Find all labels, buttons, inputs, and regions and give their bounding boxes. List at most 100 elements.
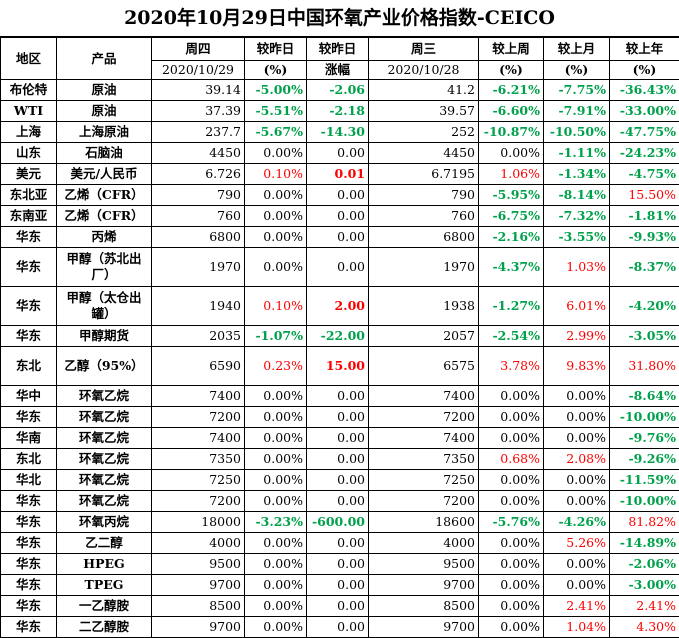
cell-wed-price: 1970: [369, 248, 479, 287]
col-header-month: 较上月: [544, 38, 610, 61]
cell-chg-amt: 0.00: [307, 206, 369, 227]
cell-year-chg: -4.75%: [610, 164, 679, 185]
cell-week-chg: 0.00%: [479, 491, 544, 512]
cell-chg-pct: -3.23%: [245, 512, 307, 533]
cell-chg-amt: 0.00: [307, 554, 369, 575]
cell-product: 石脑油: [57, 143, 152, 164]
col-header-thu: 周四: [152, 38, 245, 61]
cell-wed-price: 9700: [369, 575, 479, 596]
cell-chg-pct: 0.10%: [245, 287, 307, 326]
cell-region: 华东: [1, 248, 57, 287]
cell-wed-price: 4450: [369, 143, 479, 164]
cell-month-chg: 0.00%: [544, 575, 610, 596]
cell-region: 华北: [1, 470, 57, 491]
cell-thu-price: 37.39: [152, 101, 245, 122]
cell-chg-amt: 0.00: [307, 617, 369, 638]
cell-region: 东南亚: [1, 206, 57, 227]
cell-month-chg: 2.41%: [544, 596, 610, 617]
col-header-month-unit: (%): [544, 61, 610, 80]
cell-thu-price: 7400: [152, 428, 245, 449]
cell-wed-price: 1938: [369, 287, 479, 326]
cell-product: 原油: [57, 101, 152, 122]
cell-month-chg: 1.04%: [544, 617, 610, 638]
cell-year-chg: -24.23%: [610, 143, 679, 164]
cell-year-chg: -10.00%: [610, 491, 679, 512]
col-header-thu-date: 2020/10/29: [152, 61, 245, 80]
cell-region: 华东: [1, 596, 57, 617]
cell-region: 华东: [1, 287, 57, 326]
cell-product: 美元/人民币: [57, 164, 152, 185]
cell-thu-price: 7250: [152, 470, 245, 491]
col-header-year-unit: (%): [610, 61, 679, 80]
cell-year-chg: -47.75%: [610, 122, 679, 143]
col-header-region: 地区: [1, 38, 57, 80]
cell-chg-amt: -2.06: [307, 80, 369, 101]
cell-product: 二乙醇胺: [57, 617, 152, 638]
cell-week-chg: 0.00%: [479, 470, 544, 491]
cell-chg-amt: 0.00: [307, 449, 369, 470]
cell-chg-amt: 2.00: [307, 287, 369, 326]
cell-chg-amt: -14.30: [307, 122, 369, 143]
cell-wed-price: 6800: [369, 227, 479, 248]
cell-month-chg: 6.01%: [544, 287, 610, 326]
cell-year-chg: -4.20%: [610, 287, 679, 326]
cell-year-chg: -33.00%: [610, 101, 679, 122]
cell-year-chg: 2.41%: [610, 596, 679, 617]
cell-week-chg: -2.16%: [479, 227, 544, 248]
cell-product: TPEG: [57, 575, 152, 596]
cell-thu-price: 7400: [152, 386, 245, 407]
cell-month-chg: 0.00%: [544, 470, 610, 491]
cell-chg-amt: 0.00: [307, 491, 369, 512]
cell-thu-price: 39.14: [152, 80, 245, 101]
cell-thu-price: 7350: [152, 449, 245, 470]
cell-chg-pct: 0.00%: [245, 143, 307, 164]
cell-wed-price: 760: [369, 206, 479, 227]
cell-region: 华南: [1, 428, 57, 449]
cell-wed-price: 7200: [369, 407, 479, 428]
cell-month-chg: 1.03%: [544, 248, 610, 287]
cell-week-chg: 1.06%: [479, 164, 544, 185]
cell-year-chg: -9.26%: [610, 449, 679, 470]
cell-thu-price: 237.7: [152, 122, 245, 143]
cell-thu-price: 4450: [152, 143, 245, 164]
cell-month-chg: 9.83%: [544, 347, 610, 386]
cell-week-chg: -6.21%: [479, 80, 544, 101]
cell-week-chg: 0.00%: [479, 575, 544, 596]
cell-chg-pct: 0.00%: [245, 185, 307, 206]
cell-region: 山东: [1, 143, 57, 164]
header-row-1: 地区 产品 周四 较昨日 较昨日 周三 较上周 较上月 较上年: [1, 38, 679, 61]
cell-wed-price: 7400: [369, 386, 479, 407]
cell-region: 东北: [1, 347, 57, 386]
col-header-chg-pct: 较昨日: [245, 38, 307, 61]
cell-year-chg: -3.00%: [610, 575, 679, 596]
cell-month-chg: 5.26%: [544, 533, 610, 554]
cell-wed-price: 7250: [369, 470, 479, 491]
cell-chg-amt: -22.00: [307, 326, 369, 347]
cell-chg-pct: 0.00%: [245, 617, 307, 638]
cell-chg-amt: 0.00: [307, 428, 369, 449]
cell-product: 甲醇（苏北出厂）: [57, 248, 152, 287]
page-title: 2020年10月29日中国环氧产业价格指数-CEICO: [0, 0, 679, 37]
cell-month-chg: 2.08%: [544, 449, 610, 470]
col-header-wed: 周三: [369, 38, 479, 61]
cell-chg-amt: 0.00: [307, 407, 369, 428]
cell-month-chg: -7.75%: [544, 80, 610, 101]
col-header-chg-amt-unit: 涨幅: [307, 61, 369, 80]
cell-month-chg: -1.11%: [544, 143, 610, 164]
cell-year-chg: -8.37%: [610, 248, 679, 287]
cell-thu-price: 8500: [152, 596, 245, 617]
cell-wed-price: 9700: [369, 617, 479, 638]
cell-week-chg: -5.76%: [479, 512, 544, 533]
cell-wed-price: 7400: [369, 428, 479, 449]
cell-product: 乙二醇: [57, 533, 152, 554]
cell-product: 乙烯（CFR）: [57, 206, 152, 227]
